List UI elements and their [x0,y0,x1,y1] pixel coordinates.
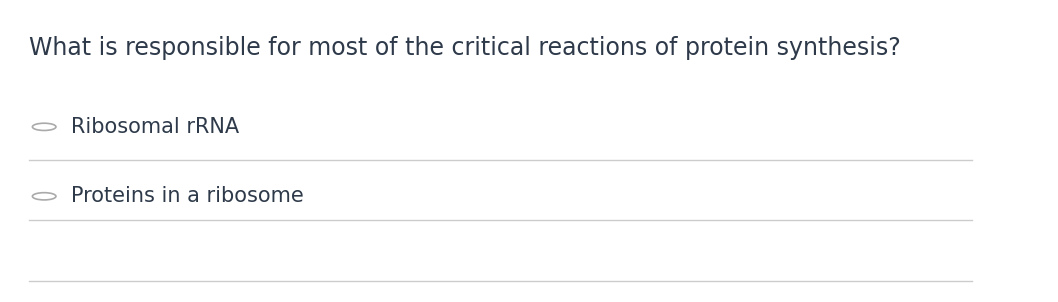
Text: Proteins in a ribosome: Proteins in a ribosome [71,186,304,206]
Text: What is responsible for most of the critical reactions of protein synthesis?: What is responsible for most of the crit… [30,36,901,60]
Text: Ribosomal rRNA: Ribosomal rRNA [71,117,239,137]
